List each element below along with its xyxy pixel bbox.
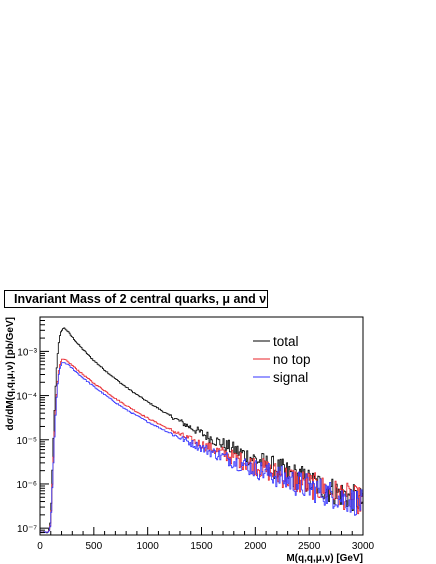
y-axis-title: dσ/dM(q,q,μ,ν) [pb/GeV] <box>5 317 16 431</box>
x-tick-label: 2500 <box>298 541 321 552</box>
x-tick-label: 0 <box>37 541 43 552</box>
x-tick-label: 1500 <box>190 541 213 552</box>
x-axis: 0 500 1000 1500 2000 2500 3000 <box>37 527 375 552</box>
x-tick-label: 3000 <box>352 541 375 552</box>
legend-label-signal: signal <box>273 370 308 385</box>
legend-label-no-top: no top <box>273 352 311 367</box>
series-line-total <box>40 327 363 534</box>
x-tick-label: 1000 <box>137 541 160 552</box>
chart-title: Invariant Mass of 2 central quarks, μ an… <box>14 292 267 306</box>
y-tick-label: 10⁻⁵ <box>16 436 37 447</box>
y-tick-label: 10⁻⁶ <box>16 480 37 491</box>
series-line-no-top <box>40 358 363 533</box>
y-tick-label: 10⁻⁷ <box>17 524 37 535</box>
legend-label-total: total <box>273 334 299 349</box>
x-tick-label: 500 <box>85 541 102 552</box>
y-tick-label: 10⁻³ <box>17 347 37 358</box>
y-axis: 10⁻⁷ 10⁻⁶ 10⁻⁵ 10⁻⁴ 10⁻³ <box>16 316 49 536</box>
series-layer <box>40 327 363 534</box>
legend: total no top signal <box>253 334 311 385</box>
chart-title-box: Invariant Mass of 2 central quarks, μ an… <box>4 290 268 308</box>
y-tick-label: 10⁻⁴ <box>16 392 37 403</box>
series-line-signal <box>40 362 363 534</box>
x-tick-label: 2000 <box>244 541 267 552</box>
x-axis-title: M(q,q,μ,ν) [GeV] <box>286 553 363 564</box>
